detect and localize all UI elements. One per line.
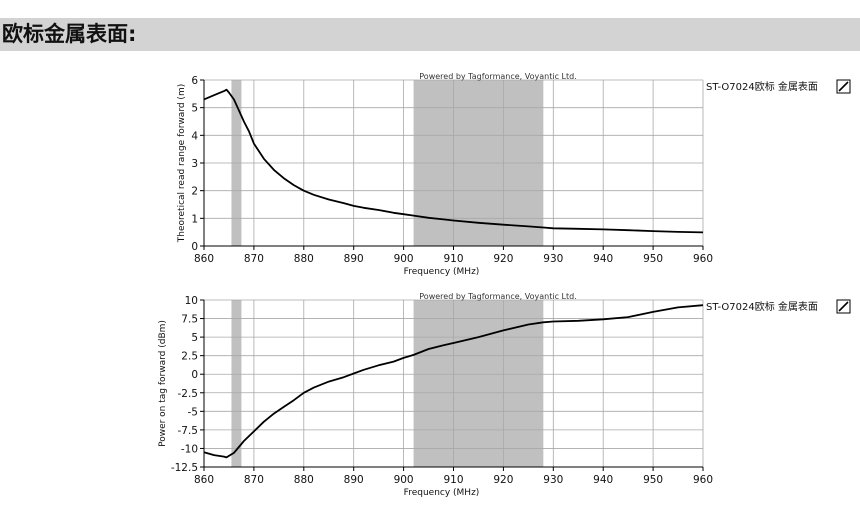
powered-by-label: Powered by Tagformance, Voyantic Ltd. [419, 292, 576, 301]
y-tick-label: 4 [191, 130, 198, 142]
y-tick-label: -10 [181, 443, 198, 455]
x-tick-label: 860 [194, 474, 214, 486]
y-tick-label: 0 [191, 241, 198, 253]
x-tick-label: 870 [244, 253, 264, 265]
x-tick-label: 940 [593, 474, 613, 486]
x-tick-label: 950 [643, 474, 663, 486]
y-tick-label: -5 [188, 406, 198, 418]
y-axis-label: Power on tag forward (dBm) [158, 320, 168, 447]
chart-1: 860 870 880 890 900 910 920 930 940 950 960 0 1 2 3 4 5 6… [177, 72, 851, 277]
chart-2: 860 870 880 890 900 910 920 930 940 950 960 -12.5 -1… [158, 292, 851, 498]
y-tick-label: 5 [191, 332, 198, 344]
legend-entry-label: ST-O7024欧标 金属表面 [706, 80, 818, 93]
y-tick-label: 0 [191, 369, 198, 381]
x-axis-label: Frequency (MHz) [404, 488, 480, 498]
y-tick-label: 7.5 [181, 314, 198, 326]
page-title: 欧标金属表面: [2, 22, 137, 46]
y-tick-label: -2.5 [178, 388, 199, 400]
x-tick-label: 860 [194, 253, 214, 265]
y-tick-label: -7.5 [178, 425, 199, 437]
x-tick-label: 900 [394, 253, 414, 265]
shaded-band [231, 300, 242, 467]
series-line [203, 88, 704, 234]
x-tick-label: 870 [244, 474, 264, 486]
y-tick-label: 2.5 [181, 351, 198, 363]
powered-by-label: Powered by Tagformance, Voyantic Ltd. [419, 72, 576, 81]
series-line [203, 304, 704, 459]
y-tick-label: 1 [191, 213, 198, 225]
x-tick-label: 960 [693, 474, 713, 486]
y-tick-label: 10 [185, 295, 198, 307]
legend-swatch-line [838, 301, 849, 312]
y-tick-label: 2 [191, 186, 198, 198]
header-bar: 欧标金属表面: [0, 18, 860, 51]
x-tick-label: 960 [693, 253, 713, 265]
x-tick-label: 930 [543, 253, 563, 265]
legend-entry-label: ST-O7024欧标 金属表面 [706, 300, 818, 313]
y-tick-label: 3 [191, 158, 198, 170]
y-tick-label: 5 [191, 103, 198, 115]
x-tick-label: 880 [294, 474, 314, 486]
legend-swatch[interactable] [836, 79, 851, 94]
x-tick-label: 950 [643, 253, 663, 265]
legend-swatch-line [838, 81, 849, 92]
x-axis-label: Frequency (MHz) [404, 267, 480, 277]
x-tick-label: 880 [294, 253, 314, 265]
x-tick-label: 890 [344, 253, 364, 265]
shaded-band [413, 300, 544, 467]
y-tick-label: 6 [191, 75, 198, 87]
x-tick-label: 910 [443, 474, 463, 486]
y-tick-label: -12.5 [171, 462, 198, 474]
x-tick-label: 920 [493, 474, 513, 486]
x-tick-label: 920 [493, 253, 513, 265]
x-tick-label: 900 [394, 474, 414, 486]
x-tick-label: 930 [543, 474, 563, 486]
legend-swatch[interactable] [836, 299, 851, 314]
x-tick-label: 910 [443, 253, 463, 265]
x-tick-label: 890 [344, 474, 364, 486]
y-axis-label: Theoretical read range forward (m) [177, 84, 187, 243]
x-tick-label: 940 [593, 253, 613, 265]
